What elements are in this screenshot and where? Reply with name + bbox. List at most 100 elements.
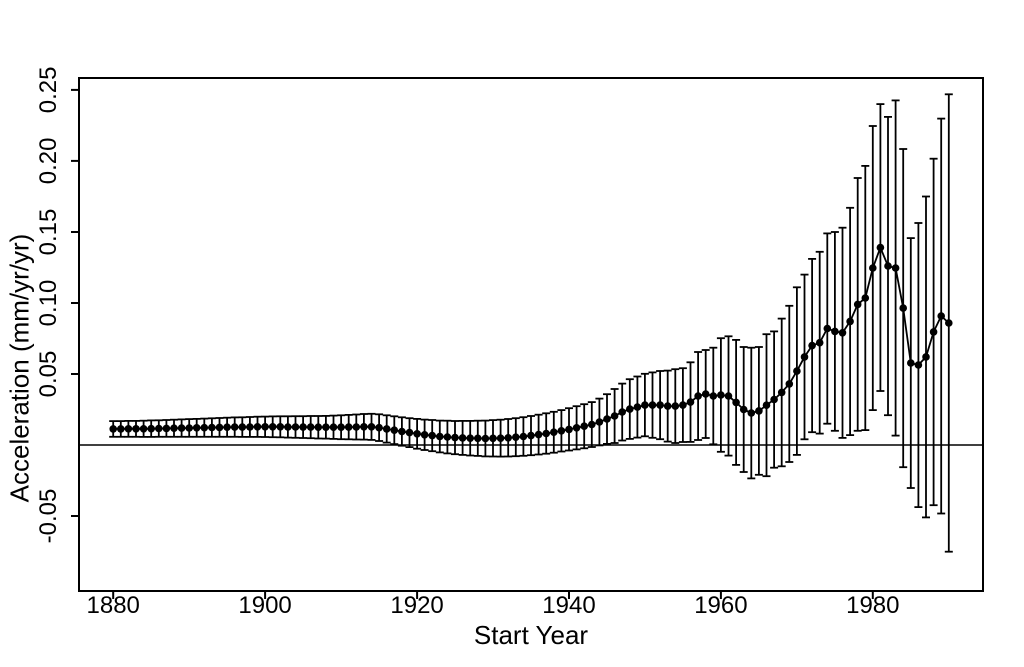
data-point: [709, 392, 718, 400]
data-point: [542, 429, 550, 438]
data-point: [831, 327, 839, 336]
data-point: [869, 264, 877, 272]
data-point: [177, 424, 186, 432]
data-point: [367, 423, 376, 431]
data-point: [550, 428, 558, 437]
data-point: [891, 264, 900, 272]
data-point: [633, 403, 642, 411]
data-point: [329, 423, 338, 432]
x-axis: 1880 1900 1920 1940 1960 1980: [87, 591, 899, 619]
data-point: [474, 434, 482, 443]
y-tick-label: 0.20: [35, 138, 62, 185]
data-point: [504, 434, 512, 442]
data-point: [724, 392, 733, 400]
data-point: [466, 434, 475, 443]
x-tick-label: 1920: [390, 592, 443, 619]
data-point: [337, 423, 345, 432]
data-point: [481, 434, 490, 443]
data-point: [420, 431, 429, 439]
data-point: [580, 422, 588, 431]
y-tick-label: 0.15: [35, 209, 62, 256]
data-point: [671, 402, 680, 410]
data-point: [109, 425, 117, 433]
data-point: [572, 424, 581, 432]
data-point: [945, 319, 953, 327]
data-point: [815, 338, 824, 347]
data-point: [458, 434, 467, 442]
data-point: [284, 423, 292, 431]
data-point: [405, 428, 414, 437]
data-point: [428, 431, 437, 440]
data-point: [914, 361, 923, 369]
data-point: [375, 423, 383, 432]
data-point: [846, 317, 854, 326]
data-point: [595, 418, 604, 426]
data-point: [496, 434, 505, 443]
data-point: [261, 423, 269, 431]
data-point: [268, 423, 277, 431]
data-point: [352, 423, 361, 431]
data-point: [413, 430, 421, 438]
data-point: [139, 425, 148, 433]
data-point: [770, 395, 778, 404]
data-point: [253, 423, 262, 431]
data-point: [192, 424, 201, 432]
data-point: [132, 425, 140, 433]
data-point: [861, 294, 870, 302]
data-point: [238, 423, 247, 431]
x-tick-label: 1900: [238, 592, 291, 619]
data-points: [109, 243, 953, 443]
data-point: [527, 431, 535, 440]
data-point: [443, 433, 452, 441]
data-point: [382, 425, 391, 433]
data-point: [230, 423, 239, 431]
data-point: [656, 401, 664, 409]
data-point: [899, 304, 907, 312]
data-point: [170, 424, 178, 433]
data-point: [147, 424, 155, 433]
y-tick-label: 0.25: [35, 67, 62, 114]
x-tick-label: 1980: [846, 592, 899, 619]
data-point: [701, 390, 710, 398]
data-point: [124, 425, 133, 433]
data-point: [793, 367, 801, 375]
data-point: [648, 401, 657, 409]
data-point: [762, 401, 771, 410]
data-point: [732, 398, 740, 407]
data-point: [808, 341, 816, 350]
data-point: [208, 423, 216, 432]
data-point: [512, 433, 520, 442]
data-point: [937, 312, 945, 320]
y-tick-label: 0.05: [35, 351, 62, 398]
data-point: [436, 432, 444, 441]
data-point: [322, 423, 330, 432]
data-point: [838, 329, 847, 337]
data-point: [853, 300, 862, 309]
data-point: [739, 405, 748, 414]
data-point: [800, 353, 809, 361]
data-point: [663, 402, 672, 410]
data-point: [398, 427, 406, 436]
data-point: [717, 391, 725, 399]
data-point: [291, 423, 300, 431]
x-tick-label: 1960: [694, 592, 747, 619]
data-point: [603, 415, 611, 423]
data-point: [534, 430, 543, 439]
data-point: [884, 262, 892, 270]
x-axis-title: Start Year: [473, 620, 589, 650]
data-point: [246, 423, 254, 431]
data-point: [610, 412, 619, 420]
data-point: [489, 434, 497, 443]
data-point: [223, 423, 231, 432]
data-point: [276, 423, 285, 431]
data-point: [686, 398, 695, 406]
data-point: [823, 324, 832, 333]
data-point: [155, 424, 163, 433]
data-point: [641, 401, 649, 409]
data-point: [922, 353, 930, 361]
data-point: [876, 243, 885, 252]
data-point: [306, 423, 315, 431]
data-point: [929, 328, 938, 336]
